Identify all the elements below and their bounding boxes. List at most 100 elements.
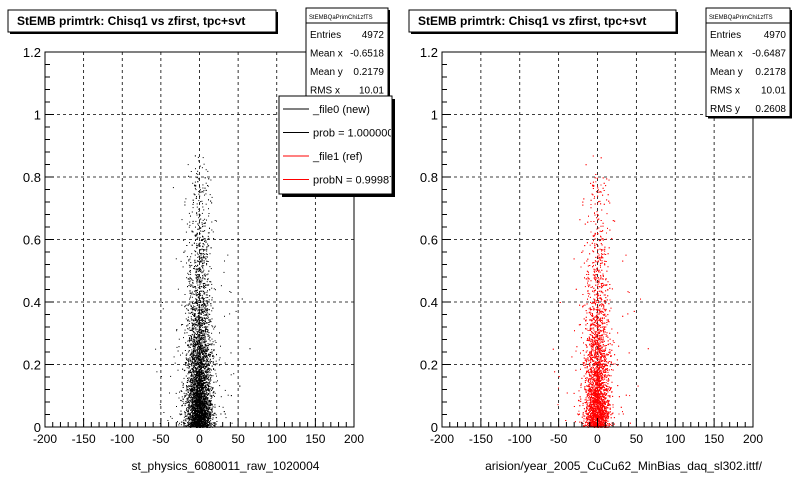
data-point <box>205 366 207 368</box>
data-point <box>200 383 202 385</box>
data-point <box>203 398 204 400</box>
data-point <box>202 157 204 159</box>
data-point <box>195 251 197 253</box>
data-point <box>204 368 206 370</box>
data-point <box>203 410 205 412</box>
data-point <box>202 383 204 385</box>
data-point <box>190 215 191 217</box>
data-point <box>189 271 191 273</box>
data-point <box>199 291 200 293</box>
data-point <box>194 405 196 407</box>
data-point <box>209 266 211 268</box>
data-point <box>192 392 194 394</box>
data-point <box>192 410 194 411</box>
data-point <box>192 402 194 404</box>
data-point <box>196 316 198 318</box>
data-point <box>197 335 199 337</box>
data-point <box>203 372 205 374</box>
data-point <box>189 327 191 329</box>
data-point <box>192 388 194 390</box>
data-point <box>186 410 188 412</box>
data-point <box>205 309 207 311</box>
data-point <box>198 321 200 323</box>
data-point <box>201 200 203 202</box>
data-point <box>212 355 213 357</box>
data-point <box>193 425 195 427</box>
data-point <box>199 415 200 417</box>
data-point <box>201 212 203 214</box>
data-point <box>196 212 198 214</box>
data-point <box>196 362 198 363</box>
data-point <box>202 253 204 255</box>
data-point <box>187 380 188 382</box>
data-point <box>185 409 187 411</box>
data-point <box>190 292 192 294</box>
data-point <box>198 370 200 372</box>
data-point <box>202 271 204 273</box>
data-point <box>200 366 202 368</box>
data-point <box>196 337 197 339</box>
data-point <box>189 404 190 406</box>
data-point <box>207 412 209 414</box>
data-point <box>195 327 197 329</box>
data-point <box>206 310 208 312</box>
data-point <box>207 415 209 417</box>
data-point <box>198 415 200 416</box>
data-point <box>199 346 201 348</box>
data-point <box>203 320 205 321</box>
data-point <box>190 343 192 345</box>
data-point <box>194 357 196 359</box>
data-point <box>201 401 203 403</box>
data-point <box>203 326 205 328</box>
data-point <box>187 422 189 424</box>
data-point <box>210 424 212 426</box>
data-point <box>200 410 202 412</box>
data-point <box>194 361 196 363</box>
data-point <box>159 404 161 406</box>
data-point <box>208 232 210 234</box>
data-point <box>204 393 206 395</box>
data-point <box>196 276 198 278</box>
data-point <box>202 404 204 406</box>
data-point <box>177 350 179 352</box>
data-point <box>193 354 195 355</box>
data-point <box>195 419 196 421</box>
data-point <box>203 401 205 403</box>
data-point <box>210 321 212 323</box>
data-point <box>198 178 200 180</box>
data-point <box>212 392 214 394</box>
data-point <box>186 353 188 355</box>
data-point <box>187 394 189 396</box>
data-point <box>198 243 200 245</box>
data-point <box>198 390 200 392</box>
data-point <box>203 324 205 325</box>
data-point <box>203 330 205 332</box>
data-point <box>190 286 192 287</box>
data-point <box>192 339 194 341</box>
data-point <box>198 306 200 308</box>
data-point <box>203 376 205 378</box>
data-point <box>180 354 181 356</box>
data-point <box>207 417 209 419</box>
data-point <box>192 323 194 325</box>
data-point <box>205 392 207 394</box>
data-point <box>205 355 207 357</box>
data-point <box>197 313 199 314</box>
data-point <box>191 358 193 360</box>
data-point <box>194 234 196 236</box>
data-point <box>197 352 199 354</box>
data-point <box>185 401 187 402</box>
data-point <box>193 373 195 375</box>
data-point <box>206 219 207 221</box>
data-point <box>206 302 208 304</box>
data-point <box>197 346 199 348</box>
data-point <box>186 256 188 258</box>
data-point <box>205 326 206 328</box>
data-point <box>214 325 216 327</box>
data-point <box>202 383 204 385</box>
data-point <box>213 356 215 358</box>
data-point <box>194 290 196 292</box>
data-point <box>204 318 206 319</box>
data-point <box>187 402 189 404</box>
data-point <box>206 394 208 396</box>
